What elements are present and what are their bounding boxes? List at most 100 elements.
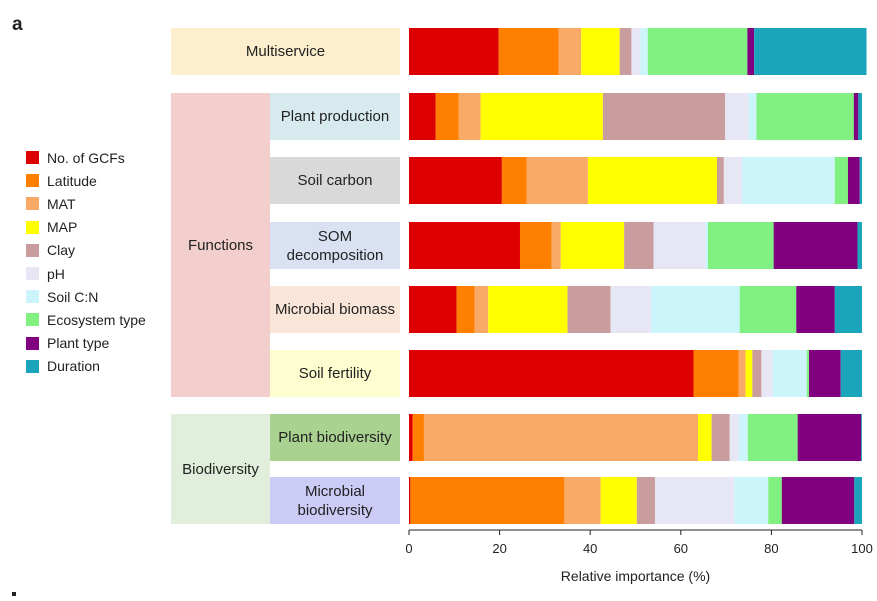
bar-microbial-biomass-mat: [474, 286, 489, 333]
bar-soil-fertility-ecosystem-type: [806, 350, 809, 397]
bar-multiservice-duration: [754, 28, 867, 75]
bar-plant-production-mat: [458, 93, 481, 140]
legend-label: Duration: [47, 358, 100, 375]
bar-microbial-biomass-no-of-gcfs: [409, 286, 457, 333]
legend-swatch: [26, 313, 39, 327]
bar-microbial-biomass-plant-type: [796, 286, 835, 333]
x-tick-label: 80: [764, 541, 778, 556]
bar-som-decomposition-map: [560, 222, 625, 269]
bar-microbial-biomass-latitude: [456, 286, 475, 333]
bar-plant-production-ecosystem-type: [756, 93, 854, 140]
bar-multiservice-map: [581, 28, 620, 75]
x-tick-label: 100: [851, 541, 873, 556]
panel-letter: a: [12, 14, 23, 35]
group-label-biodiversity: Biodiversity: [171, 414, 270, 524]
category-label-multiservice: Multiservice: [171, 28, 400, 75]
bar-plant-biodiversity-map: [698, 414, 712, 461]
legend-label: MAP: [47, 219, 78, 236]
bar-som-decomposition-ecosystem-type: [707, 222, 774, 269]
legend-swatch: [26, 197, 39, 211]
legend-swatch: [26, 359, 39, 373]
legend-label: Latitude: [47, 172, 97, 189]
bar-plant-production-no-of-gcfs: [409, 93, 436, 140]
legend-label: Clay: [47, 242, 76, 259]
x-tick-label: 40: [583, 541, 597, 556]
legend-swatch: [26, 243, 39, 257]
bar-microbial-biodiversity-clay: [636, 477, 655, 524]
bar-multiservice-latitude: [498, 28, 559, 75]
bar-som-decomposition-no-of-gcfs: [409, 222, 520, 269]
bar-plant-biodiversity-plant-type: [797, 414, 862, 461]
bar-soil-carbon-ecosystem-type: [834, 157, 848, 204]
legend-label: No. of GCFs: [47, 149, 125, 166]
bar-microbial-biomass-clay: [567, 286, 611, 333]
group-label-functions: Functions: [171, 93, 270, 397]
legend-item-latitude: Latitude: [26, 169, 146, 192]
legend: No. of GCFs Latitude MAT MAP Clay pH Soil C:N E…: [26, 146, 146, 378]
x-axis-title: Relative importance (%): [561, 568, 710, 584]
bar-plant-biodiversity-soil-c-n: [738, 414, 748, 461]
bar-plant-biodiversity-duration: [861, 414, 862, 461]
category-label-plant-biodiversity: Plant biodiversity: [270, 414, 400, 461]
bar-microbial-biodiversity-plant-type: [781, 477, 855, 524]
legend-item-ph: pH: [26, 262, 146, 285]
bar-soil-carbon-map: [587, 157, 718, 204]
bar-soil-fertility-latitude: [693, 350, 739, 397]
bar-soil-fertility-ph: [761, 350, 773, 397]
bar-microbial-biomass-ecosystem-type: [739, 286, 797, 333]
category-label-plant-production: Plant production: [270, 93, 400, 140]
bar-soil-carbon-mat: [526, 157, 588, 204]
bar-multiservice-ph: [631, 28, 641, 75]
bar-plant-production-latitude: [435, 93, 459, 140]
legend-item-ecosystem-type: Ecosystem type: [26, 308, 146, 331]
legend-label: MAT: [47, 195, 76, 212]
category-label-microbial-biodiversity: Microbial biodiversity: [270, 477, 400, 524]
legend-item-soil-c-n: Soil C:N: [26, 285, 146, 308]
bar-microbial-biodiversity-ph: [654, 477, 735, 524]
bar-multiservice-soil-c-n: [640, 28, 648, 75]
bar-soil-carbon-no-of-gcfs: [409, 157, 502, 204]
legend-swatch: [26, 220, 39, 234]
x-tick-label: 0: [405, 541, 412, 556]
legend-item-clay: Clay: [26, 239, 146, 262]
bar-som-decomposition-duration: [857, 222, 862, 269]
bar-microbial-biodiversity-duration: [854, 477, 862, 524]
bar-plant-production-duration: [858, 93, 862, 140]
bar-som-decomposition-ph: [653, 222, 706, 269]
bar-som-decomposition-clay: [624, 222, 654, 269]
bar-soil-fertility-soil-c-n: [772, 350, 807, 397]
x-tick-label: 60: [674, 541, 688, 556]
bar-microbial-biomass-soil-c-n: [651, 286, 740, 333]
bar-plant-production-ph: [725, 93, 749, 140]
bar-soil-fertility-map: [745, 350, 753, 397]
bar-microbial-biodiversity-soil-c-n: [734, 477, 769, 524]
bar-plant-biodiversity-ph: [729, 414, 739, 461]
bar-microbial-biodiversity-ecosystem-type: [768, 477, 782, 524]
bar-multiservice-plant-type: [747, 28, 755, 75]
bar-soil-carbon-duration: [859, 157, 862, 204]
bar-plant-biodiversity-mat: [423, 414, 699, 461]
legend-label: Plant type: [47, 335, 110, 352]
stray-mark: [12, 592, 16, 596]
bar-soil-fertility-plant-type: [808, 350, 841, 397]
x-tick-label: 20: [492, 541, 506, 556]
legend-item-mat: MAT: [26, 192, 146, 215]
bar-microbial-biodiversity-latitude: [410, 477, 565, 524]
legend-item-duration: Duration: [26, 355, 146, 378]
legend-item-plant-type: Plant type: [26, 332, 146, 355]
bar-microbial-biodiversity-map: [600, 477, 637, 524]
bar-soil-carbon-clay: [717, 157, 724, 204]
legend-swatch: [26, 290, 39, 304]
legend-swatch: [26, 174, 39, 188]
category-label-microbial-biomass: Microbial biomass: [270, 286, 400, 333]
legend-swatch: [26, 151, 39, 165]
bar-multiservice-clay: [619, 28, 632, 75]
bar-soil-fertility-duration: [840, 350, 862, 397]
bar-plant-biodiversity-clay: [711, 414, 730, 461]
bar-som-decomposition-mat: [551, 222, 561, 269]
bar-som-decomposition-plant-type: [773, 222, 858, 269]
bar-microbial-biodiversity-no-of-gcfs: [409, 477, 411, 524]
legend-swatch: [26, 336, 39, 350]
bar-multiservice-mat: [558, 28, 582, 75]
bar-plant-biodiversity-latitude: [412, 414, 424, 461]
